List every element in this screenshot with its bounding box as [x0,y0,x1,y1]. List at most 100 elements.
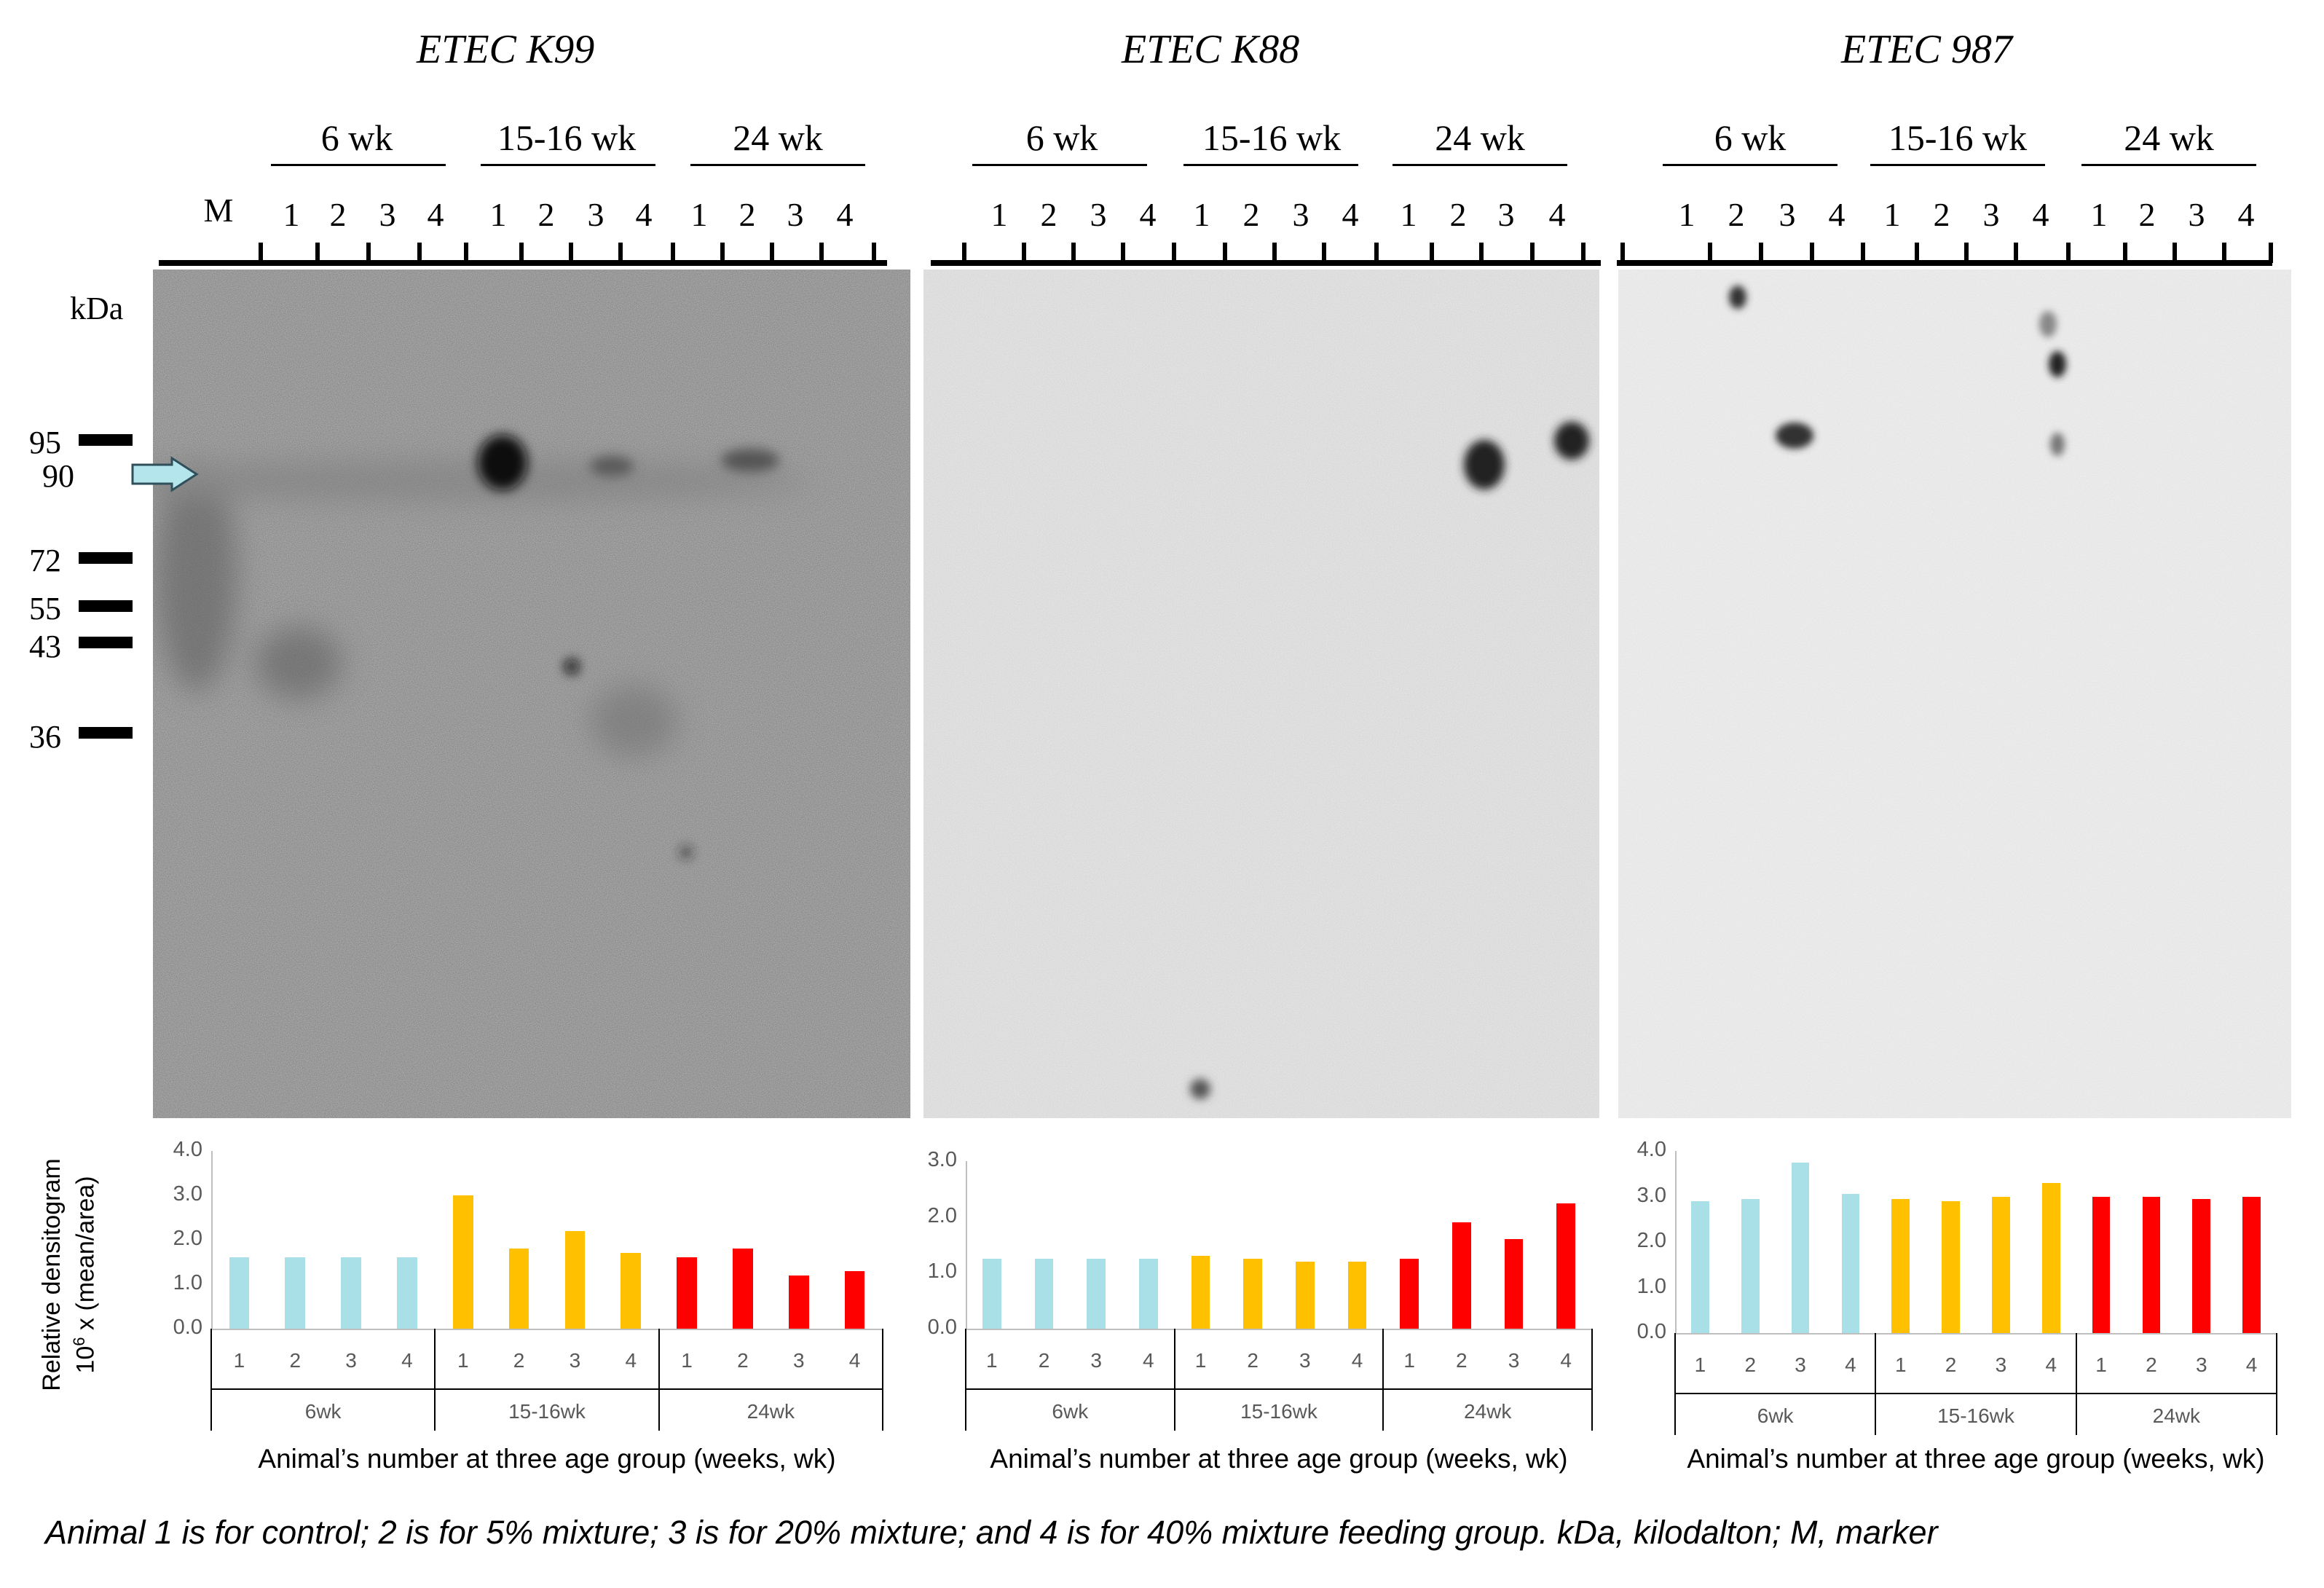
x-axis-line [1675,1333,2277,1335]
lane-number: 4 [1139,196,1157,233]
y-axis-label: Relative densitogram 106 x (mean/area) [38,1122,99,1428]
lane-number: 3 [2188,196,2205,233]
panel-title-k99: ETEC K99 [417,27,595,72]
bar [1400,1259,1419,1329]
bar [1451,1222,1471,1329]
lane-number: 2 [537,196,555,233]
bar [1791,1162,1810,1333]
group-label: 24 wk [733,117,823,158]
lane-number: 4 [2032,196,2049,233]
blot-bands [478,435,779,857]
group-label: 15-16 wk [1888,117,2028,158]
lane-tick [2269,243,2273,263]
y-axis-label-line1: Relative densitogram [38,1158,66,1391]
bar [1741,1198,1760,1333]
bar [285,1257,306,1329]
group-divider [965,1329,966,1431]
lane-tick [1708,243,1712,263]
y-axis-line [1675,1151,1677,1333]
x-group-label: 6wk [1052,1400,1089,1423]
x-group-label: 24wk [747,1400,795,1423]
x-tick-label: 1 [457,1349,469,1372]
lane-number: 1 [1400,196,1417,233]
lane-tick [366,243,371,263]
lane-tick [1022,243,1026,263]
x-tick-label: 1 [1194,1349,1207,1372]
lane-tick [872,243,876,263]
lane-number: 1 [990,196,1008,233]
mw-marker-bar [79,600,133,612]
lane-tick [259,243,263,263]
bar [1138,1259,1158,1329]
mw-label: 95 [29,425,61,460]
group-label: 24 wk [1435,117,1525,158]
bar [1191,1256,1210,1329]
lane-tick [2014,243,2018,263]
lane-number: 2 [1933,196,1950,233]
lane-tick [1620,243,1625,263]
group-underline [1393,164,1567,166]
mw-label: 43 [29,629,61,664]
lane-number: 3 [1090,196,1107,233]
y-tick-label: 2.0 [1636,1229,1666,1252]
lane-number: 3 [1982,196,2000,233]
bar [1841,1194,1860,1333]
y-axis-label-exp-suffix: x (mean/area) [71,1176,100,1337]
y-tick-label: 3.0 [927,1148,957,1171]
lane-tick [962,243,966,263]
lane-number: 2 [1040,196,1057,233]
x-group-label: 15-16wk [1937,1404,2014,1427]
western-blot-k99 [153,270,910,1118]
x-axis-line [966,1329,1592,1330]
bar [508,1249,529,1329]
y-tick-label: 3.0 [173,1182,202,1206]
group-divider [1382,1329,1384,1431]
bar [1556,1203,1576,1329]
lane-number: 1 [489,196,507,233]
x-tick-label: 3 [1795,1353,1806,1376]
x-tick-label: 4 [1845,1353,1856,1376]
bar [341,1257,361,1329]
mw-label: 72 [29,543,61,578]
group-divider [210,1329,212,1431]
y-tick-label: 1.0 [1636,1274,1666,1298]
mw-marker-bar [79,727,133,739]
x-tick-label: 2 [1945,1353,1957,1376]
panel-title-987: ETEC 987 [1841,27,2012,72]
group-underline [1663,164,1837,166]
x-tick-label: 1 [1894,1353,1907,1376]
lane-axis-k99 [159,260,887,266]
x-tick-label: 2 [1744,1353,1757,1376]
x-tick-label: 1 [681,1349,693,1372]
lane-number: 4 [836,196,854,233]
x-axis-title: Animal’s number at three age group (week… [990,1444,1568,1474]
lane-tick [819,243,824,263]
group-row-divider [966,1388,1592,1390]
lane-tick [1374,243,1379,263]
lane-number: 3 [1497,196,1515,233]
lane-tick [2222,243,2226,263]
y-tick-label: 2.0 [927,1203,957,1227]
y-tick-label: 0.0 [1636,1320,1666,1343]
y-tick-label: 4.0 [173,1138,202,1161]
y-tick-label: 4.0 [1636,1138,1666,1161]
x-tick-label: 3 [1090,1349,1102,1372]
bar [1295,1262,1315,1329]
bar [1034,1259,1054,1329]
bar [844,1270,865,1329]
lane-tick [2123,243,2127,263]
bar [1347,1262,1367,1329]
figure-caption: Animal 1 is for control; 2 is for 5% mix… [45,1514,1938,1551]
lane-number: 1 [2090,196,2108,233]
bar [788,1275,809,1329]
lane-number: 2 [1242,196,1260,233]
x-tick-label: 4 [2245,1353,2258,1376]
bar [1942,1200,1960,1333]
lane-number: 1 [1678,196,1695,233]
group-label: 6 wk [320,117,393,158]
x-group-label: 24wk [1463,1400,1512,1423]
x-tick-label: 4 [625,1349,637,1372]
group-underline [972,164,1147,166]
lane-number: 2 [1728,196,1745,233]
group-underline [690,164,865,166]
